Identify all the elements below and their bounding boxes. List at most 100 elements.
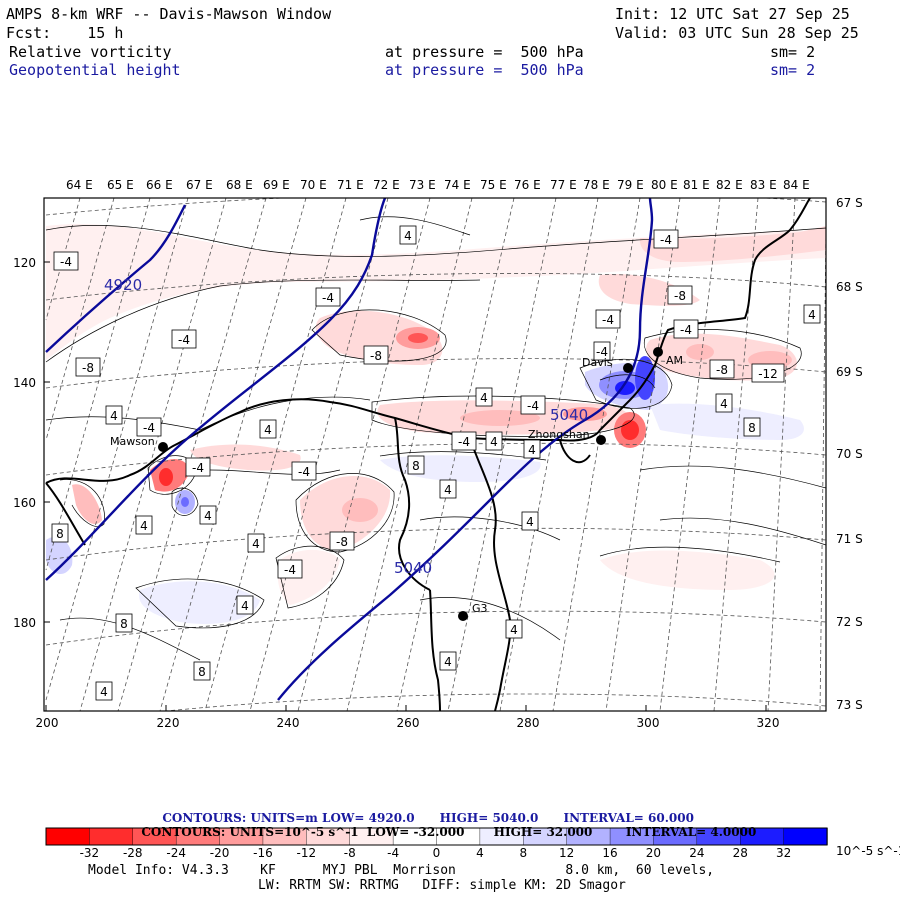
vort-label: 4	[247, 533, 265, 553]
lon-label: 69 E	[263, 178, 290, 192]
colorbar-cell	[45, 827, 91, 846]
colorbar-tick: 24	[689, 846, 704, 860]
svg-text:Zhongshan: Zhongshan	[528, 428, 590, 441]
vort-label: -8	[363, 345, 389, 365]
svg-text:-4: -4	[596, 345, 608, 359]
svg-text:-4: -4	[527, 399, 539, 413]
colorbar-cell	[89, 827, 134, 846]
vort-label: 4	[521, 511, 539, 531]
height-contour-label: CONTOURS:	[162, 811, 247, 825]
init-time: Init: 12 UTC Sat 27 Sep 25	[615, 5, 850, 23]
lon-label: 81 E	[683, 178, 710, 192]
height-high-label: HIGH=	[439, 811, 489, 825]
vort-interval: 4.0000	[710, 825, 757, 839]
svg-text:4: 4	[404, 229, 412, 243]
svg-text:4: 4	[204, 509, 212, 523]
lon-label: 84 E	[783, 178, 810, 192]
vort-label: 8	[115, 613, 133, 633]
svg-text:4: 4	[720, 397, 728, 411]
vorticity-labels: -4 -4 -4 -4 -4 -4 -4 -4 -4 -4 -4 -4 -4 -…	[0, 0, 821, 701]
forecast-hour: Fcst: 15 h	[6, 24, 124, 42]
grid-x-label: 220	[157, 716, 180, 730]
height-low-label: LOW=	[322, 811, 365, 825]
lat-label: 68 S	[836, 280, 863, 294]
valid-time: Valid: 03 UTC Sun 28 Sep 25	[615, 24, 859, 42]
lat-label: 70 S	[836, 447, 863, 461]
colorbar-tick: -8	[344, 846, 356, 860]
lon-label: 72 E	[373, 178, 400, 192]
svg-text:4: 4	[444, 483, 452, 497]
left-grid-labels: 120 140 160 180	[13, 256, 36, 630]
grid-x-label: 200	[36, 716, 59, 730]
vort-label: 4	[95, 681, 113, 701]
height-label: 5040	[394, 559, 432, 577]
vort-low-label: LOW=	[366, 825, 410, 839]
vort-label: -4	[673, 319, 699, 339]
vort-label: 4	[105, 405, 123, 425]
plot-title: AMPS 8-km WRF -- Davis-Mawson Window	[6, 5, 332, 23]
colorbar-tick: 12	[559, 846, 574, 860]
vort-label: 4	[523, 439, 541, 459]
lat-label: 72 S	[836, 615, 863, 629]
colorbar-tick: 4	[476, 846, 484, 860]
grid-y-label: 180	[13, 616, 36, 630]
lon-label: 83 E	[750, 178, 777, 192]
vort-label: 4	[439, 479, 457, 499]
lon-label: 74 E	[444, 178, 471, 192]
colorbar-tick: -32	[80, 846, 100, 860]
vort-label: 4	[475, 387, 493, 407]
lon-label: 78 E	[583, 178, 610, 192]
vort-label: -4	[136, 417, 162, 437]
colorbar-cells	[45, 827, 828, 846]
svg-text:Mawson: Mawson	[110, 435, 155, 448]
height-label: 5040	[550, 406, 588, 424]
svg-text:4: 4	[264, 423, 272, 437]
grid-y-label: 160	[13, 496, 36, 510]
colorbar-tick: 16	[602, 846, 617, 860]
svg-text:4: 4	[252, 537, 260, 551]
axis-ticks	[44, 261, 767, 711]
height-interval-label: INTERVAL=	[563, 811, 644, 825]
vort-label: -4	[595, 309, 621, 329]
colorbar-ticks: -32 -28 -24 -20 -16 -12 -8 -4 0 4 8 12 16 20 24 28 32	[80, 846, 792, 860]
grid-x-label: 320	[757, 716, 780, 730]
svg-text:-8: -8	[370, 349, 382, 363]
svg-text:-4: -4	[680, 323, 692, 337]
grid-x-label: 240	[277, 716, 300, 730]
field1-name: Relative vorticity	[9, 43, 172, 61]
svg-text:4: 4	[241, 599, 249, 613]
vort-contour-units: UNITS=10^-5 s^-1	[229, 825, 359, 839]
lon-label: 77 E	[550, 178, 577, 192]
field2-name: Geopotential height	[9, 61, 181, 79]
lat-label: 69 S	[836, 365, 863, 379]
svg-text:-4: -4	[298, 465, 310, 479]
field2-level: at pressure = 500 hPa	[385, 61, 584, 79]
colorbar: -32 -28 -24 -20 -16 -12 -8 -4 0 4 8 12 16 20 24 28 32 10…	[45, 827, 900, 860]
lon-label: 71 E	[337, 178, 364, 192]
vort-low: -32.000	[413, 825, 465, 839]
height-contours	[45, 198, 654, 701]
colorbar-tick: -28	[123, 846, 143, 860]
model-info: Model Info: V4.3.3 KF MYJ PBL Morrison 8…	[88, 863, 715, 878]
svg-text:8: 8	[56, 527, 64, 541]
svg-text:8: 8	[412, 459, 420, 473]
right-latitude-labels: 67 S 68 S 69 S 70 S 71 S 72 S 73 S	[836, 196, 863, 712]
vort-contour-label: CONTOURS:	[141, 825, 226, 839]
lon-label: 68 E	[226, 178, 253, 192]
height-high: 5040.0	[492, 811, 539, 825]
grid-x-label: 300	[637, 716, 660, 730]
lat-label: 73 S	[836, 698, 863, 712]
grid-y-label: 120	[13, 256, 36, 270]
svg-text:-4: -4	[602, 313, 614, 327]
lon-label: 75 E	[480, 178, 507, 192]
vort-label: -4	[185, 457, 211, 477]
vort-label: 4	[715, 393, 733, 413]
lon-label: 82 E	[716, 178, 743, 192]
vort-label: -8	[0, 0, 12, 3]
latitude-lines	[45, 198, 826, 711]
vort-label: 4	[399, 225, 417, 245]
colorbar-tick: -4	[387, 846, 399, 860]
svg-text:8: 8	[120, 617, 128, 631]
svg-text:-8: -8	[716, 363, 728, 377]
svg-text:4: 4	[140, 519, 148, 533]
